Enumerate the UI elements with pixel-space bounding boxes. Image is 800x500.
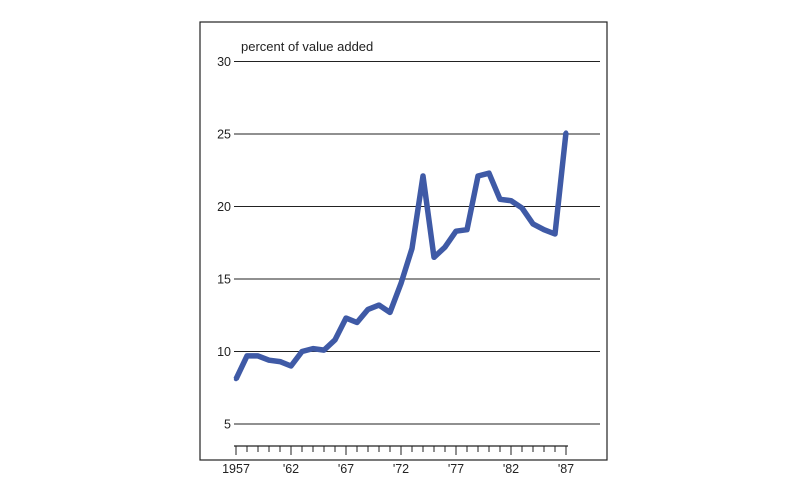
data-point-1962 (288, 363, 294, 369)
data-point-1972 (398, 281, 404, 286)
x-tick-label: '87 (558, 462, 574, 476)
x-tick-label: '67 (338, 462, 354, 476)
data-point-1967 (343, 315, 349, 321)
data-point-1974 (420, 173, 426, 179)
data-point-1964 (310, 346, 316, 351)
data-point-1966 (332, 337, 338, 343)
x-tick-label: '77 (448, 462, 464, 476)
series-line (233, 132, 569, 381)
y-tick-label: 5 (224, 418, 231, 432)
data-point-1971 (387, 310, 393, 315)
x-tick-label: 1957 (222, 462, 250, 476)
y-tick-label: 30 (217, 55, 231, 69)
data-point-1968 (354, 320, 360, 325)
x-tick-label: '72 (393, 462, 409, 476)
data-point-1986 (552, 231, 558, 237)
data-point-1969 (365, 307, 371, 312)
data-point-1985 (541, 227, 547, 232)
x-tick-label: '82 (503, 462, 519, 476)
data-point-1973 (409, 246, 415, 251)
data-point-1970 (376, 302, 382, 308)
data-point-1979 (475, 173, 481, 179)
data-point-1959 (255, 353, 261, 359)
y-tick-labels: 5 10 15 20 25 30 (217, 55, 231, 432)
data-point-1975 (431, 255, 437, 260)
y-tick-label: 15 (217, 273, 231, 287)
x-axis (234, 445, 568, 455)
data-point-1957 (233, 376, 239, 382)
data-point-1984 (530, 221, 536, 227)
data-point-1980 (486, 170, 492, 176)
y-tick-label: 25 (217, 128, 231, 142)
data-point-1982 (508, 198, 514, 203)
data-point-1977 (453, 228, 459, 234)
y-tick-label: 20 (217, 200, 231, 214)
y-tick-label: 10 (217, 345, 231, 359)
data-point-1987 (563, 130, 569, 135)
data-point-1976 (442, 244, 448, 250)
data-point-1978 (464, 227, 470, 232)
data-point-1963 (299, 349, 305, 354)
data-point-1961 (277, 359, 283, 364)
x-tick-labels: 1957 '62 '67 '72 '77 '82 '87 (222, 462, 574, 476)
series-layer (233, 130, 569, 382)
plot-frame (199, 21, 608, 461)
data-point-1981 (497, 197, 503, 202)
grid-lines (234, 61, 600, 425)
x-tick-label: '62 (283, 462, 299, 476)
y-axis-label: percent of value added (241, 39, 373, 54)
data-point-1983 (519, 205, 525, 211)
data-point-1958 (244, 353, 250, 359)
data-point-1960 (266, 358, 272, 363)
data-point-1965 (321, 347, 327, 353)
